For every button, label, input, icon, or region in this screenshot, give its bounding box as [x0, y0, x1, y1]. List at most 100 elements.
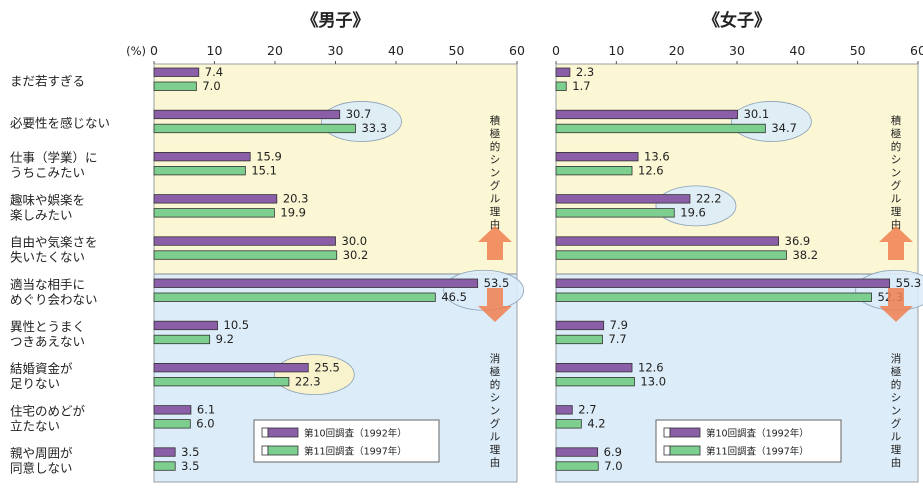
data-label: 12.6 [638, 163, 664, 177]
data-label: 30.7 [346, 107, 372, 121]
panel-1: 《女子》 0 10 20 30 40 50 60 2.3 30.1 13.6 22.2 36.9 55.3… [552, 10, 923, 483]
bar [555, 334, 603, 345]
data-label: 22.2 [696, 192, 722, 206]
legend: 第10回調査（1992年） 第11回調査（1997年） [655, 419, 842, 463]
category-label: 足りない [10, 376, 60, 391]
data-label: 10.5 [224, 318, 250, 332]
positive-group-label: 的 [490, 140, 501, 153]
negative-group-label: 的 [490, 378, 501, 391]
bar [555, 362, 633, 373]
category-label: 適当な相手に [10, 277, 85, 292]
bar [555, 376, 635, 387]
x-tick-label: 30 [328, 43, 344, 58]
category-label: 自由や気楽さを [10, 235, 98, 250]
bar [153, 81, 197, 91]
x-tick-label: 60 [910, 43, 923, 58]
negative-group-label: 理 [891, 444, 902, 456]
bar [555, 250, 787, 260]
legend-swatch-white [663, 427, 671, 438]
negative-group-label: ル [490, 431, 501, 443]
bar [153, 67, 200, 77]
up-arrow [879, 226, 913, 260]
positive-group-label: 極 [891, 127, 902, 140]
data-label: 30.1 [744, 107, 770, 121]
data-label: 7.7 [608, 332, 626, 346]
data-label: 13.0 [640, 374, 666, 388]
negative-group-label: ン [490, 405, 501, 417]
legend-label: 第11回調査（1997年） [706, 446, 809, 458]
category-label: つきあえない [10, 334, 85, 349]
legend-label: 第10回調査（1992年） [706, 428, 809, 440]
bar [153, 320, 218, 331]
down-arrow [879, 288, 913, 322]
bar [555, 81, 567, 91]
panel-title: 《女子》 [703, 10, 771, 31]
data-label: 22.3 [295, 374, 321, 388]
x-tick-label: 50 [449, 43, 465, 58]
category-label: 結婚資金が [10, 361, 73, 376]
bar [555, 447, 599, 457]
category-label: 同意しない [10, 461, 73, 476]
x-tick-label: 10 [207, 43, 223, 58]
legend-label: 第10回調査（1992年） [304, 428, 407, 440]
positive-group-label: 由 [891, 218, 902, 231]
bar [555, 320, 605, 331]
positive-group-label: 理 [490, 206, 501, 218]
x-tick-label: 0 [150, 43, 158, 58]
data-label: 13.6 [644, 149, 670, 163]
bar [153, 334, 211, 345]
bar [153, 194, 278, 204]
legend: 第10回調査（1992年） 第11回調査（1997年） [253, 419, 440, 463]
up-arrow [478, 226, 512, 260]
data-label: 55.3 [896, 276, 922, 290]
negative-group-label: 的 [891, 378, 902, 391]
bar [555, 208, 675, 218]
bar [555, 109, 739, 120]
data-label: 30.0 [342, 234, 368, 248]
positive-group-label: グ [490, 179, 501, 192]
bar [555, 419, 582, 429]
data-label: 12.6 [638, 360, 664, 374]
x-tick-label: 10 [608, 43, 624, 58]
positive-group-label: 由 [490, 218, 501, 231]
legend-swatch [669, 427, 701, 438]
negative-group-label: 理 [490, 444, 501, 456]
bar [153, 236, 336, 246]
category-label: 失いたくない [10, 250, 85, 265]
data-label: 46.5 [441, 290, 467, 304]
x-tick-label: 40 [789, 43, 805, 58]
bar [153, 250, 338, 260]
positive-group-label: シ [490, 154, 501, 166]
negative-group-label: ン [891, 405, 902, 417]
data-label: 4.2 [587, 417, 605, 431]
bar [555, 278, 891, 288]
bar [153, 278, 479, 288]
down-arrow [478, 288, 512, 322]
category-label: 必要性を感じない [10, 115, 110, 130]
positive-group-label: ン [490, 167, 501, 179]
bar [153, 419, 191, 429]
legend-swatch [267, 445, 299, 456]
negative-group-label: シ [490, 392, 501, 404]
x-tick-label: 50 [850, 43, 866, 58]
data-label: 15.1 [251, 163, 277, 177]
positive-group-label: ル [891, 193, 902, 205]
bar [153, 376, 290, 387]
negative-group-label: グ [891, 417, 902, 430]
negative-group-label: シ [891, 392, 902, 404]
category-label: めぐり会わない [10, 292, 98, 307]
data-label: 25.5 [314, 360, 340, 374]
legend-swatch-white [261, 427, 269, 438]
legend-swatch [669, 445, 701, 456]
data-label: 7.0 [604, 459, 622, 473]
bar [153, 208, 275, 218]
data-label: 33.3 [361, 121, 387, 135]
data-label: 53.5 [484, 276, 510, 290]
x-tick-label: 30 [729, 43, 745, 58]
data-label: 9.2 [216, 332, 234, 346]
category-label: 立たない [10, 418, 60, 433]
x-tick-label: 40 [388, 43, 404, 58]
bar [555, 123, 766, 134]
bar [153, 461, 176, 471]
